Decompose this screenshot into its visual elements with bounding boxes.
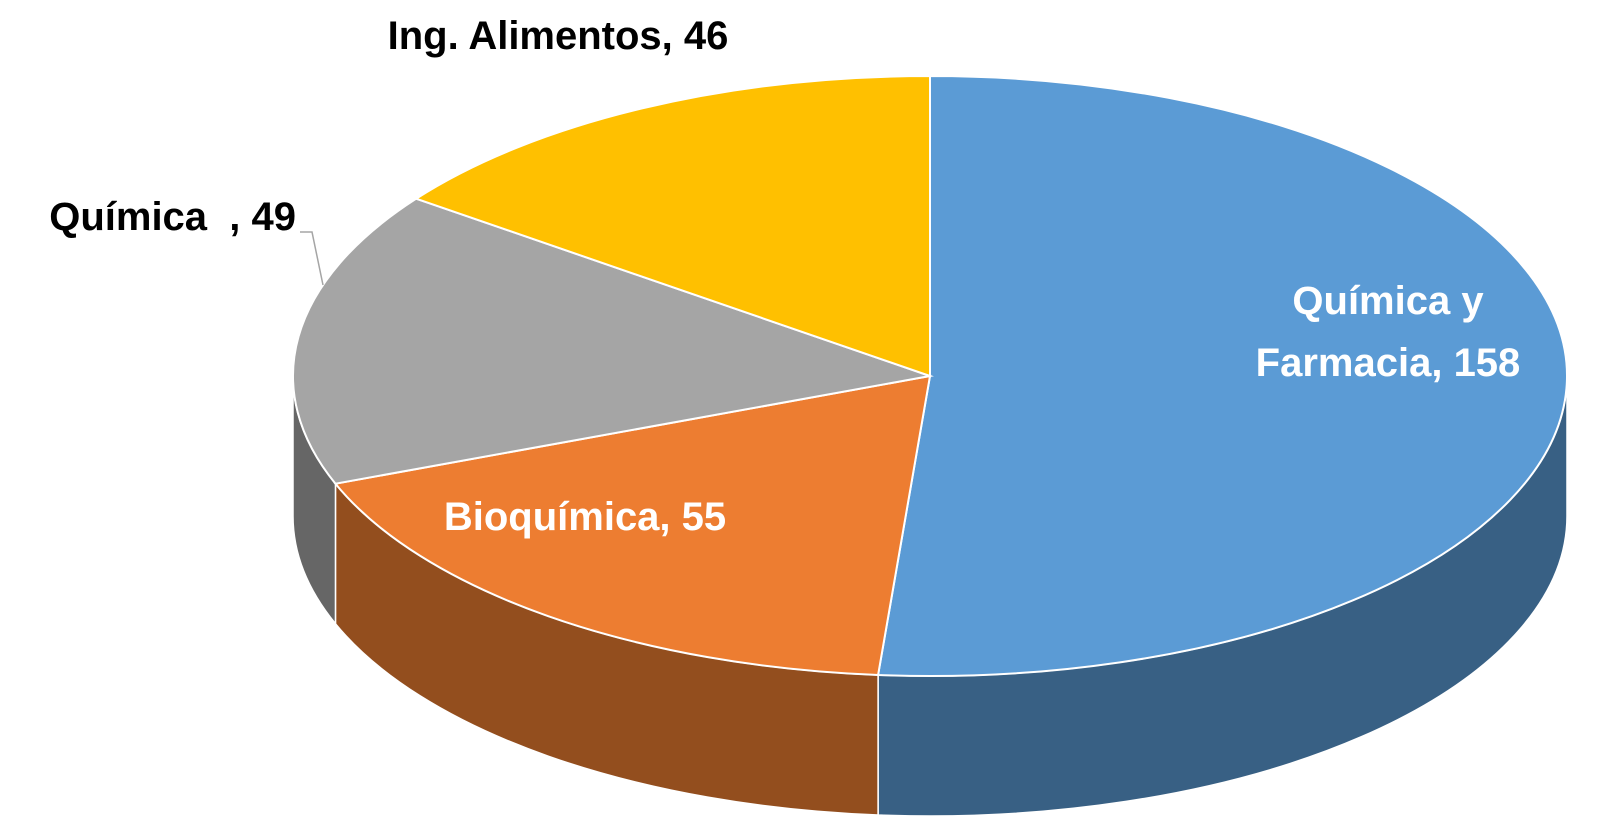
pie-slice (413, 74, 931, 378)
pie-slice (333, 374, 932, 677)
data-label: Ing. Alimentos, 46 (387, 14, 729, 58)
data-label: Química y Farmacia, 158 (1255, 279, 1521, 385)
pie-slice (876, 74, 1568, 677)
data-label: Bioquímica, 55 (443, 495, 727, 539)
leader-line (300, 231, 324, 286)
pie-slice (292, 197, 934, 485)
data-label: Química , 49 (49, 195, 296, 239)
